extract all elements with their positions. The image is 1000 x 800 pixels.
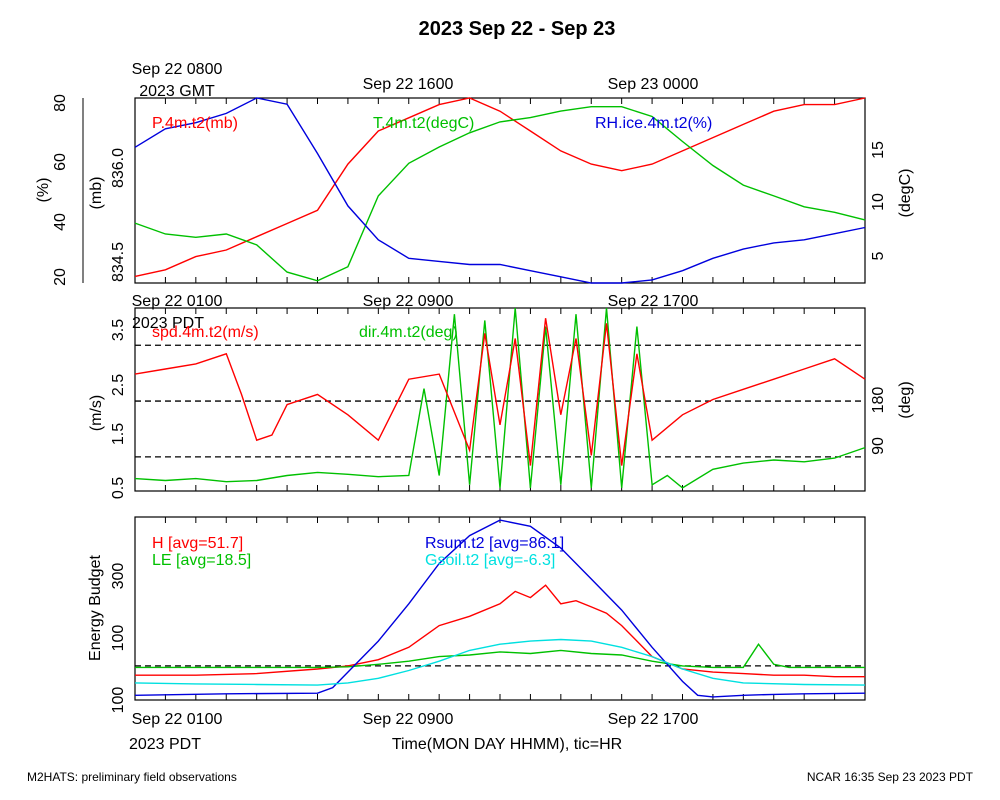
x-axis-label: Time(MON DAY HHMM), tic=HR [392, 736, 622, 753]
panel-wind: 0.5 1.5 2.5 3.5 (m/s) 90 180 (deg) spd.4… [88, 307, 914, 499]
series-line-red [134, 318, 866, 466]
bottom-tick-label: Sep 22 0100 [132, 711, 223, 728]
panel-pressure-temperature-humidity: 40 60 80 20 (%) (mb) 836.0 834.5 15 10 5… [35, 94, 914, 286]
energy-tick-label: 300 [110, 563, 127, 590]
panel-frame [134, 97, 866, 284]
top-axis-second-line: 2023 GMT [139, 83, 215, 100]
temp-tick-label: 10 [870, 193, 887, 211]
bottom-tick-label: Sep 22 0100 [132, 293, 223, 310]
bottom-tick-label: Sep 22 1700 [608, 293, 699, 310]
legend-latent-heat: LE [avg=18.5] [152, 552, 251, 569]
direction-axis-label: (deg) [897, 381, 914, 418]
speed-tick-label: 3.5 [110, 319, 127, 341]
panel-energy-budget: 100 300 100 Energy Budget H [avg=51.7] L… [87, 516, 866, 714]
top-tick-label: Sep 22 0800 [132, 61, 223, 78]
direction-tick-label: 180 [870, 387, 887, 414]
rh-tick-label: 60 [52, 153, 69, 171]
energy-tick-label: 100 [110, 687, 127, 714]
pressure-tick-label: 834.5 [110, 242, 127, 282]
footer-right: NCAR 16:35 Sep 23 2023 PDT [807, 770, 974, 784]
legend-direction: dir.4m.t2(deg) [359, 324, 458, 341]
legend-soil-heat: Gsoil.t2 [avg=-6.3] [425, 552, 555, 569]
legend-rh: RH.ice.4m.t2(%) [595, 115, 712, 132]
figure-title: 2023 Sep 22 - Sep 23 [419, 18, 616, 40]
series-line-red [135, 584, 865, 678]
speed-axis-label: (m/s) [88, 395, 105, 431]
series-line-green [134, 105, 866, 282]
series-line-red [134, 97, 866, 278]
energy-tick-label: 100 [110, 625, 127, 652]
rh-tick-label: 20 [52, 268, 69, 286]
series-line-cyan [134, 638, 866, 686]
legend-temperature: T.4m.t2(degC) [373, 115, 474, 132]
bottom-tick-label: Sep 22 0900 [363, 293, 454, 310]
temp-tick-label: 5 [870, 251, 887, 260]
legend-radiation-sum: Rsum.t2 [avg=86.1] [425, 535, 564, 552]
pressure-tick-label: 836.0 [110, 148, 127, 188]
speed-tick-label: 2.5 [110, 374, 127, 396]
speed-tick-label: 0.5 [110, 477, 127, 499]
direction-tick-label: 90 [870, 437, 887, 455]
bottom-axis-second-line: 2023 PDT [129, 736, 201, 753]
bottom-tick-label: Sep 22 0900 [363, 711, 454, 728]
rh-axis-label: (%) [35, 178, 52, 203]
bottom-tick-label: Sep 22 1700 [608, 711, 699, 728]
temp-axis-label: (degC) [897, 169, 914, 218]
legend-sensible-heat: H [avg=51.7] [152, 535, 243, 552]
rh-tick-label: 40 [52, 213, 69, 231]
pressure-axis-label: (mb) [88, 177, 105, 210]
top-tick-label: Sep 23 0000 [608, 76, 699, 93]
energy-axis-label: Energy Budget [87, 555, 104, 661]
top-tick-label: Sep 22 1600 [363, 76, 454, 93]
speed-tick-label: 1.5 [110, 423, 127, 445]
footer-left: M2HATS: preliminary field observations [27, 770, 237, 784]
series-line-green [135, 642, 865, 669]
legend-speed: spd.4m.t2(m/s) [152, 324, 259, 341]
temp-tick-label: 15 [870, 141, 887, 159]
legend-pressure: P.4m.t2(mb) [152, 115, 238, 132]
series-line-blue [134, 519, 866, 698]
series-line-blue [134, 97, 866, 284]
rh-tick-label: 80 [52, 94, 69, 112]
bottom-axis-second-line: 2023 PDT [132, 315, 204, 332]
